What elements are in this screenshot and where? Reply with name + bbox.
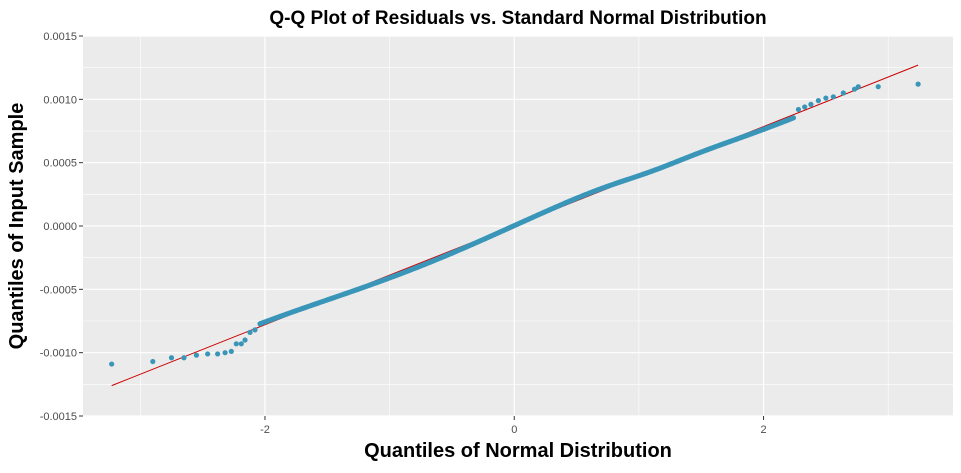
y-tick-label: 0.0000 [43,221,77,233]
data-point [205,351,211,357]
data-point [233,341,239,347]
data-point [168,355,175,361]
x-tick-label: 0 [511,424,517,436]
grid-layer [83,35,953,417]
data-point [808,101,814,107]
tick-layer: -2 0 2 -0.0015 -0.0010 -0.0005 0.0000 0.0005 0.0… [40,31,767,436]
y-tick-label: 0.0010 [43,94,77,106]
data-point [790,115,797,121]
x-tick-label: 2 [760,424,766,436]
data-point [823,95,829,101]
data-point [795,106,802,113]
data-point [222,350,228,356]
x-axis-title: Quantiles of Normal Distribution [364,440,672,462]
x-tick-label: -2 [260,424,270,436]
data-point [252,327,258,333]
y-tick-label: 0.0005 [43,158,77,170]
y-tick-label: 0.0015 [43,31,77,43]
data-point [215,351,221,357]
data-point [915,81,921,87]
data-point [109,361,115,367]
data-point [851,86,858,92]
points-layer [109,81,921,367]
y-tick-label: -0.0015 [40,411,77,423]
data-point [247,329,253,335]
chart-title: Q-Q Plot of Residuals vs. Standard Norma… [269,8,766,29]
data-point [815,98,821,104]
data-point [181,355,187,361]
y-tick-label: -0.0010 [40,348,77,360]
y-tick-label: -0.0005 [40,284,77,296]
data-point [802,104,808,110]
data-point [840,90,846,96]
data-point [875,84,881,90]
y-axis-title: Quantiles of Input Sample [6,103,28,350]
data-point [228,348,234,354]
data-point [150,358,156,365]
data-point [242,337,248,343]
data-point [855,84,861,90]
data-point [238,341,244,347]
data-point [830,94,836,100]
data-point [193,352,200,358]
